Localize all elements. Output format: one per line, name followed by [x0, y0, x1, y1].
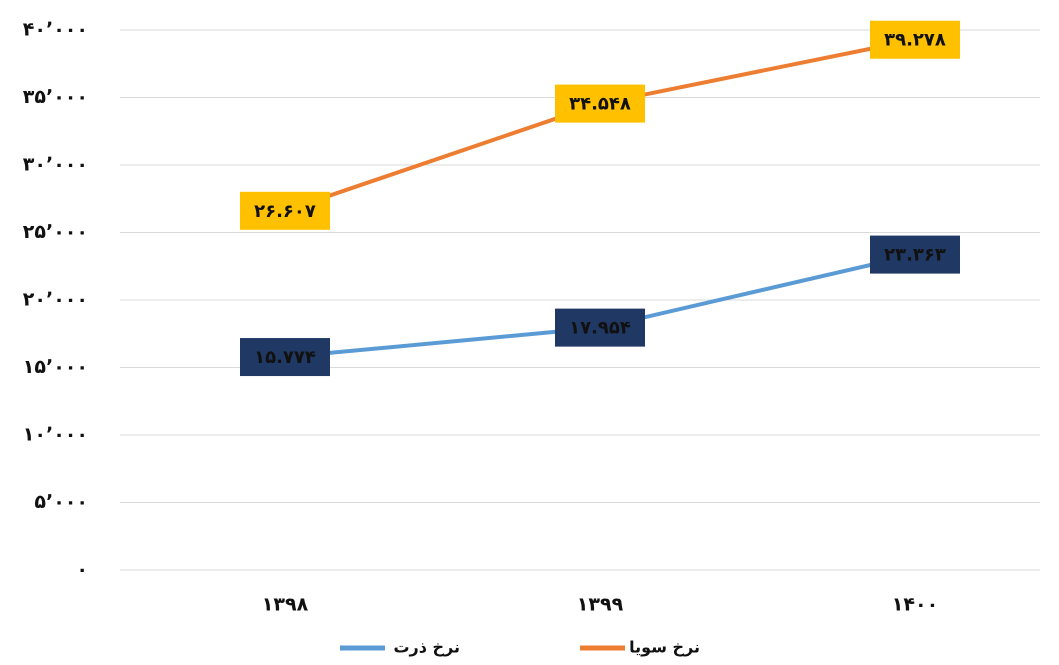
data-label-box — [870, 20, 960, 59]
data-label: ۱۷.۹۵۴ — [569, 318, 631, 339]
y-tick-label: ۳۵٬۰۰۰ — [23, 86, 88, 108]
x-tick-label: ۱۳۹۹ — [577, 594, 624, 616]
data-label: ۲۳.۳۶۳ — [884, 245, 946, 266]
y-tick-label: ۲۵٬۰۰۰ — [23, 221, 88, 243]
y-tick-label: ۲۰٬۰۰۰ — [23, 289, 88, 311]
data-label-box — [555, 84, 645, 123]
y-tick-label: ۵٬۰۰۰ — [34, 491, 88, 513]
data-label-box — [240, 338, 330, 377]
y-tick-label: ۱۵٬۰۰۰ — [23, 356, 88, 378]
x-tick-label: ۱۳۹۸ — [262, 594, 309, 616]
legend-label: نرخ ذرت — [393, 638, 460, 657]
y-tick-label: ۰ — [76, 559, 88, 581]
x-tick-label: ۱۴۰۰ — [892, 594, 938, 616]
data-label: ۳۹.۲۷۸ — [884, 30, 946, 51]
line — [283, 37, 917, 213]
legend-label: نرخ سویا — [629, 638, 700, 657]
data-label-box — [240, 191, 330, 230]
data-label: ۱۵.۷۷۴ — [254, 347, 316, 368]
y-tick-label: ۱۰٬۰۰۰ — [23, 424, 88, 446]
data-label: ۳۴.۵۴۸ — [569, 94, 631, 115]
data-label: ۲۶.۶۰۷ — [254, 201, 316, 222]
y-tick-label: ۳۰٬۰۰۰ — [23, 154, 88, 176]
data-label-box — [870, 235, 960, 274]
data-label-box — [555, 308, 645, 347]
y-tick-label: ۴۰٬۰۰۰ — [23, 19, 88, 41]
